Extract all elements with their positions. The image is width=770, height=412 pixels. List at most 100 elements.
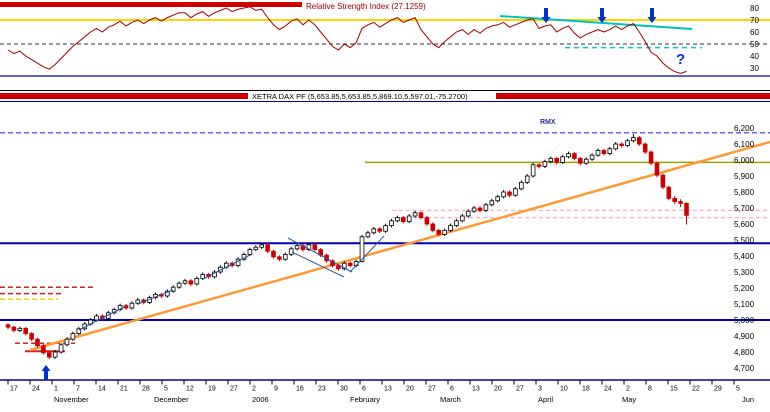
candle-body xyxy=(406,215,412,222)
rsi-down-trendline[interactable] xyxy=(499,15,693,30)
sell-signal-arrow[interactable] xyxy=(597,8,607,23)
month-label: 2006 xyxy=(252,395,269,404)
candle-body xyxy=(524,175,530,183)
candle-body xyxy=(135,299,141,304)
candle-body xyxy=(341,262,347,270)
price-y-tick-label: 5,900 xyxy=(734,172,755,181)
x-tick-label: 30 xyxy=(340,386,348,393)
rsi-title: Relative Strength Index (27.1259) xyxy=(306,2,426,11)
candle-body xyxy=(41,345,46,354)
mini-trendline[interactable] xyxy=(349,235,385,273)
price-y-tick-label: 5,400 xyxy=(734,252,755,261)
x-tick-label: 28 xyxy=(142,386,150,393)
rsi-y-tick-label: 70 xyxy=(750,16,759,25)
candle-body xyxy=(282,253,288,260)
price-y-tick-label: 5,800 xyxy=(734,188,755,197)
candle-body xyxy=(642,143,648,153)
candle-body xyxy=(519,181,524,190)
sell-signal-arrow[interactable] xyxy=(647,8,657,23)
orange-uptrend-line[interactable] xyxy=(29,140,770,352)
candle-body xyxy=(52,351,58,358)
price-y-tick-label: 4,700 xyxy=(734,364,755,373)
x-tick-label: 5 xyxy=(164,386,168,393)
price-y-tick-label: 5,500 xyxy=(734,236,755,245)
candle-body xyxy=(200,273,206,279)
candle-body xyxy=(430,223,436,231)
month-label: November xyxy=(54,395,89,404)
x-tick-label: 29 xyxy=(714,386,722,393)
candle-body xyxy=(377,228,382,232)
price-y-tick-label: 4,800 xyxy=(734,348,755,357)
candle-body xyxy=(513,188,518,196)
candle-body xyxy=(64,338,70,346)
sell-signal-arrow[interactable] xyxy=(541,8,551,23)
candle-body xyxy=(247,249,253,255)
candle-body xyxy=(58,344,64,353)
candle-body xyxy=(418,212,424,219)
x-tick-label: 16 xyxy=(296,386,304,393)
month-label: Jun xyxy=(742,395,754,404)
x-tick-label: 9 xyxy=(274,386,278,393)
x-tick-label: 27 xyxy=(516,386,524,393)
candle-body xyxy=(507,191,512,196)
price-y-tick-label: 6,200 xyxy=(734,124,755,133)
x-tick-label: 17 xyxy=(10,386,18,393)
mini-trendline[interactable] xyxy=(137,289,174,305)
price-titlebar-right xyxy=(496,93,770,99)
candle-body xyxy=(601,149,607,154)
x-tick-label: 2 xyxy=(252,386,256,393)
candle-body xyxy=(259,244,264,248)
candle-body xyxy=(448,225,453,231)
candle-body xyxy=(660,174,666,188)
candle-body xyxy=(684,202,689,216)
price-y-tick-label: 5,300 xyxy=(734,268,755,277)
candle-body xyxy=(277,256,282,260)
candle-body xyxy=(501,191,506,198)
candle-body xyxy=(648,151,654,164)
price-y-tick-label: 5,700 xyxy=(734,204,755,213)
x-tick-label: 15 xyxy=(670,386,678,393)
rsi-y-tick-label: 50 xyxy=(750,40,759,49)
mini-trendline[interactable] xyxy=(78,305,127,331)
candle-body xyxy=(637,137,642,145)
x-tick-label: 14 xyxy=(98,386,106,393)
price-y-tick-label: 4,900 xyxy=(734,332,755,341)
candle-body xyxy=(365,232,371,238)
candle-body xyxy=(589,154,595,160)
mini-trendline[interactable] xyxy=(202,254,251,280)
x-tick-label: 23 xyxy=(318,386,326,393)
price-y-tick-label: 5,100 xyxy=(734,300,755,309)
x-tick-label: 24 xyxy=(32,386,40,393)
candle-body xyxy=(35,338,40,347)
candle-body xyxy=(459,215,465,222)
price-y-tick-label: 6,100 xyxy=(734,140,755,149)
candle-body xyxy=(265,244,270,252)
candle-body xyxy=(583,158,589,164)
x-tick-label: 5 xyxy=(736,386,740,393)
candle-body xyxy=(678,201,683,204)
candle-body xyxy=(23,327,28,335)
candle-body xyxy=(442,229,447,235)
mini-trendline[interactable] xyxy=(287,237,353,273)
candle-body xyxy=(595,149,601,156)
mini-trendline[interactable] xyxy=(291,251,345,278)
candle-body xyxy=(11,326,17,331)
candle-body xyxy=(536,164,542,167)
x-tick-label: 3 xyxy=(538,386,542,393)
x-tick-label: 20 xyxy=(406,386,414,393)
candle-body xyxy=(194,277,200,285)
month-label: February xyxy=(350,395,380,404)
candle-body xyxy=(489,200,495,206)
buy-signal-arrow[interactable] xyxy=(41,365,51,380)
candle-body xyxy=(336,265,341,270)
question-mark-annotation[interactable]: ? xyxy=(676,51,685,68)
month-label: March xyxy=(440,395,461,404)
candle-body xyxy=(654,162,660,176)
candle-body xyxy=(164,290,170,297)
candle-body xyxy=(625,140,630,147)
candle-body xyxy=(578,157,583,164)
candle-body xyxy=(170,286,176,292)
candle-body xyxy=(389,220,394,227)
